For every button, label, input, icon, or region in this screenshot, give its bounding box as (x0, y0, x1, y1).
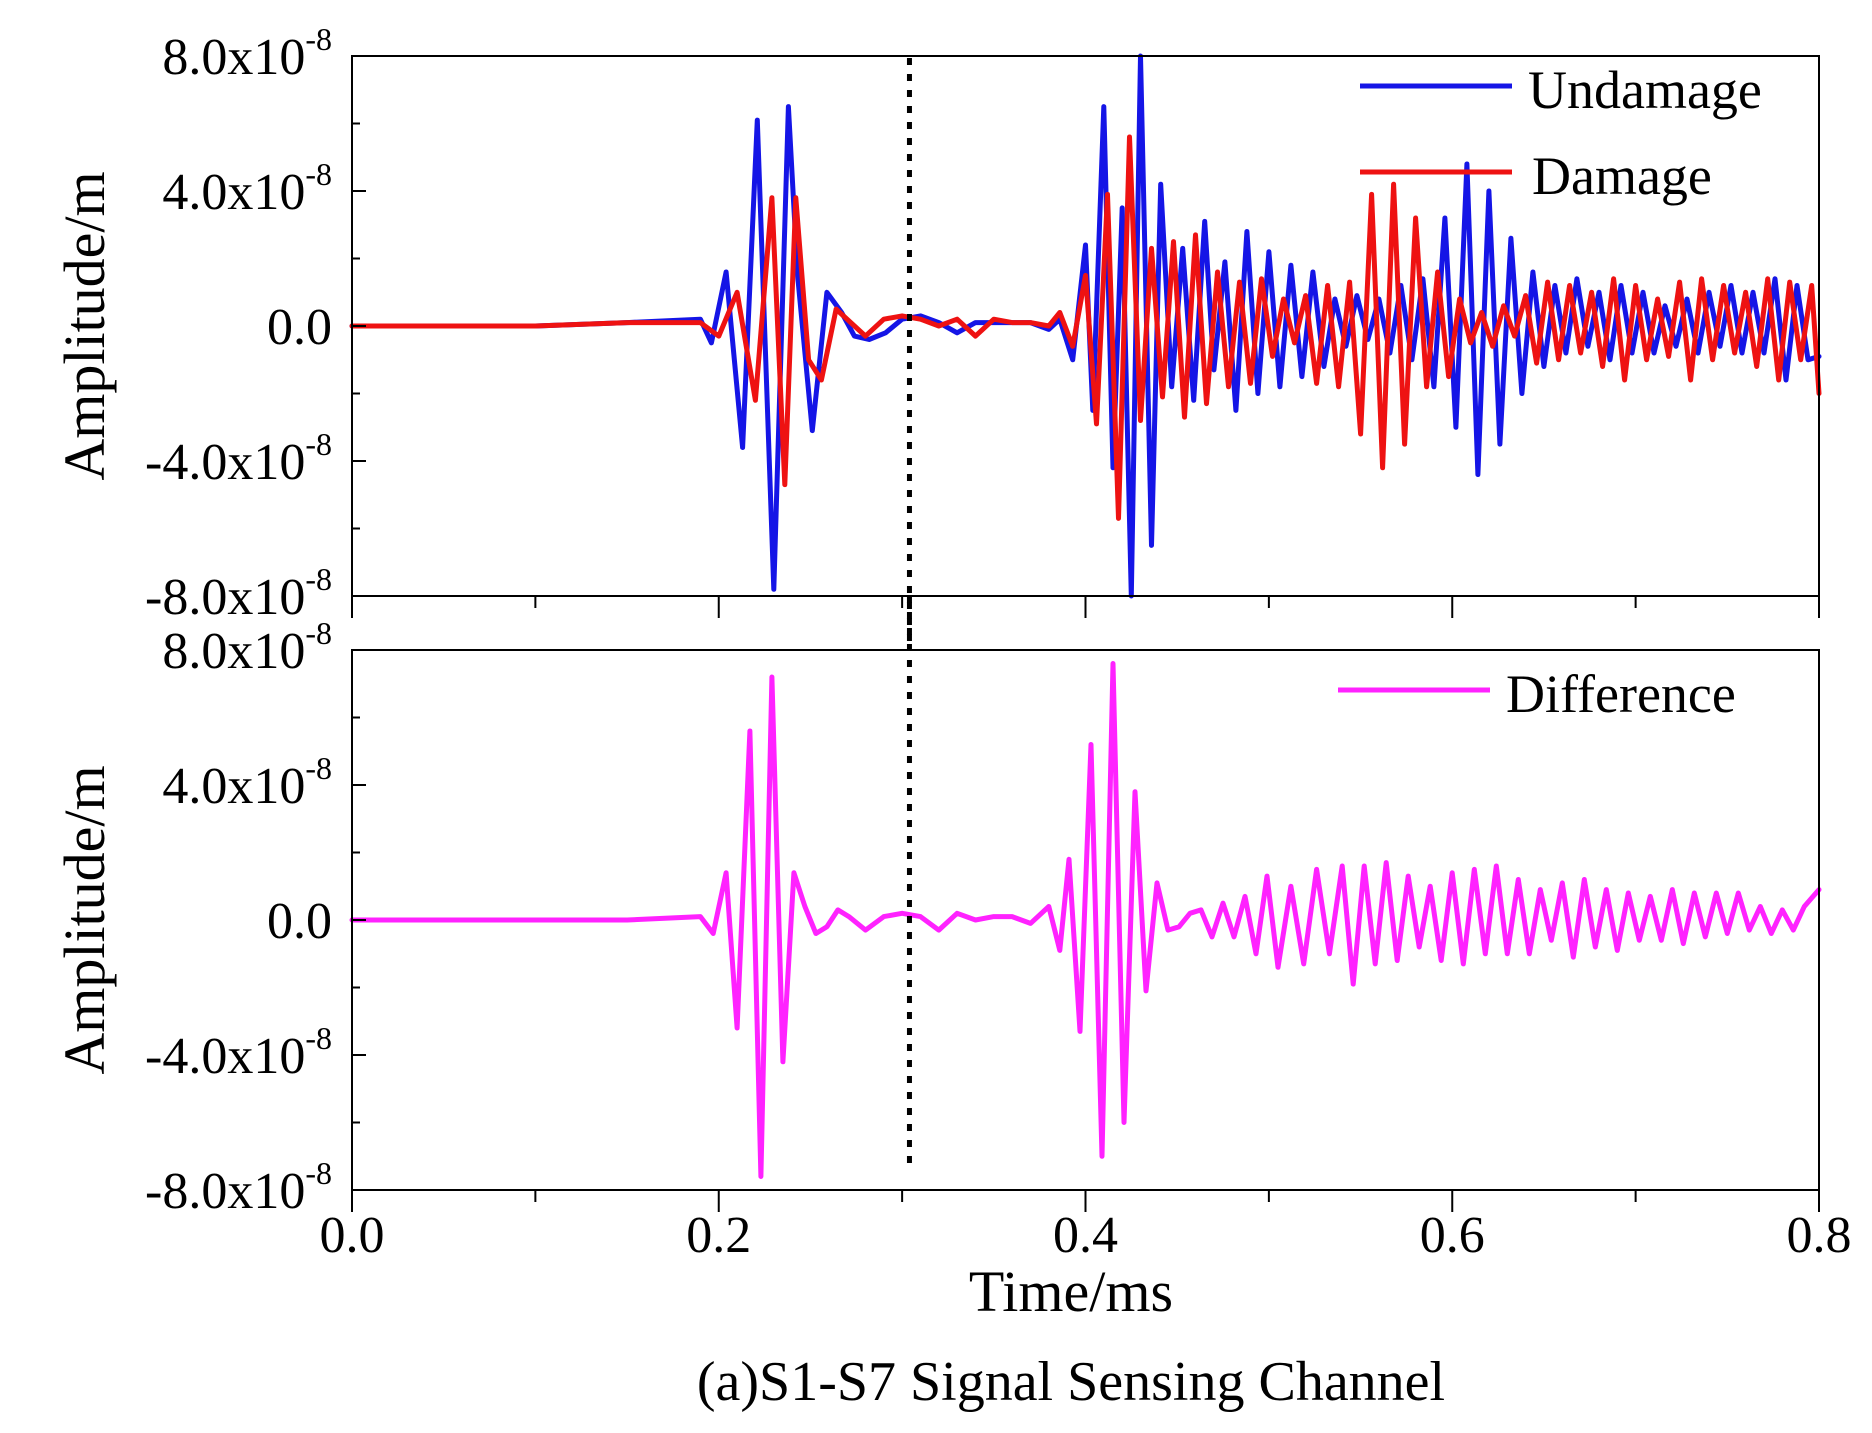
bottom-y-tick-label: 0.0 (267, 893, 332, 950)
legend-label-damage: Damage (1532, 146, 1712, 206)
top-panel: 8.0x10-8​ 4.0x10-8​ 0.0 -4.0x10-8​ -8.0x10-8… (52, 21, 1822, 650)
figure-caption: (a)S1-S7 Signal Sensing Channel (697, 1351, 1445, 1413)
bottom-y-tick-label: -8.0x10-8​ (145, 1155, 332, 1220)
top-y-tick-label: 0.0 (267, 299, 332, 356)
series-line-difference (349, 661, 1822, 1179)
bottom-y-tick-label: 8.0x10-8​ (162, 615, 332, 680)
top-y-tick-label: 4.0x10-8​ (162, 156, 332, 221)
top-y-tick-label: -4.0x10-8​ (145, 426, 332, 491)
bottom-y-tick-label: 4.0x10-8​ (162, 750, 332, 815)
bottom-y-axis-title: Amplitude/m (52, 765, 117, 1074)
legend-label-difference: Difference (1506, 664, 1736, 724)
top-series-layer (349, 53, 1822, 599)
top-y-tick-label: -8.0x10-8​ (145, 561, 332, 626)
top-y-tick-label: 8.0x10-8​ (162, 21, 332, 86)
x-tick-label: 0.4 (1053, 1207, 1118, 1264)
bottom-y-tick-label: -4.0x10-8​ (145, 1020, 332, 1085)
bottom-ticks (351, 649, 1820, 1212)
series-line-undamage (349, 53, 1822, 599)
x-axis-title: Time/ms (969, 1259, 1173, 1324)
bottom-panel: 8.0x10-8​ 4.0x10-8​ 0.0 -4.0x10-8​ -8.0x10-8… (52, 596, 1852, 1324)
x-tick-label: 0.2 (686, 1207, 751, 1264)
top-legend: Undamage Damage (1360, 60, 1762, 206)
x-tick-label: 0.6 (1420, 1207, 1485, 1264)
bottom-legend: Difference (1338, 664, 1736, 724)
top-y-tick-labels: 8.0x10-8​ 4.0x10-8​ 0.0 -4.0x10-8​ -8.0x10-8… (145, 21, 332, 626)
x-tick-label: 0.8 (1787, 1207, 1852, 1264)
bottom-x-tick-labels: 0.0 0.2 0.4 0.6 0.8 (320, 1207, 1852, 1264)
legend-label-undamage: Undamage (1528, 60, 1762, 120)
x-tick-label: 0.0 (320, 1207, 385, 1264)
bottom-y-tick-labels: 8.0x10-8​ 4.0x10-8​ 0.0 -4.0x10-8​ -8.0x10-8… (145, 615, 332, 1220)
bottom-series-layer (349, 661, 1822, 1179)
series-line-damage (349, 134, 1822, 521)
top-y-axis-title: Amplitude/m (52, 171, 117, 480)
top-ticks (351, 55, 1820, 618)
